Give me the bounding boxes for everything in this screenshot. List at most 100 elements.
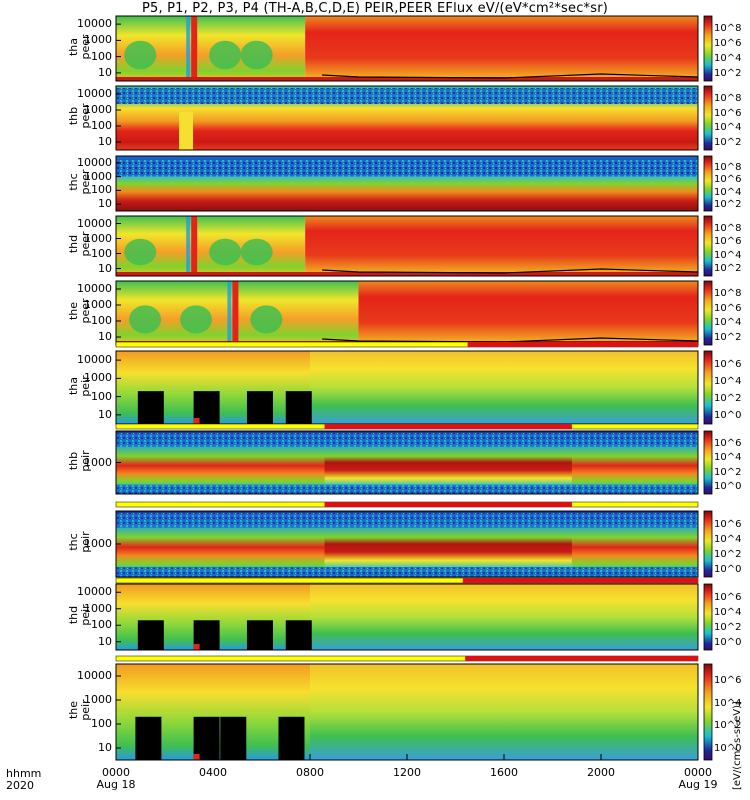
y-tick-label: 1000 [84,231,112,245]
y-tick-label: 1000 [84,537,112,550]
no-count-region-2 [193,716,220,760]
page-title: P5, P1, P2, P3, P4 (TH-A,B,C,D,E) PEIR,P… [141,1,609,16]
no-count-region-4 [285,391,312,424]
y-tick-label: 1000 [84,455,112,469]
y-tick-label: 1000 [84,693,112,706]
colorbar-tick-label: 10^8 [714,288,742,300]
y-tick-label: 10 [98,407,112,421]
low-energy-spot [193,418,200,424]
y-tick-label: 10000 [77,585,112,599]
x-tick-label: 0400 [199,766,227,779]
colorbar-tick-label: 10^4 [714,249,742,261]
injection-spike [191,16,198,81]
quiet-blob-2 [209,238,242,266]
outer-region [310,664,698,760]
y-tick-label: 1000 [84,371,112,385]
colorbar-tick-label: 10^2 [714,392,742,404]
flag-bar-red [462,578,698,583]
colorbar-tick-label: 10^0 [714,563,742,575]
injection-edge [186,16,191,81]
colorbar-tick-label: 10^8 [714,222,742,234]
colorbar-tick-label: 10^0 [714,409,742,421]
colorbar-tick-label: 10^6 [714,675,742,687]
no-count-region-1 [137,620,164,650]
low-energy-floor [116,272,698,276]
colorbar [703,430,713,495]
panel-2 [115,85,713,151]
y-tick-label: 100 [91,183,112,197]
y-tick-label: 100 [91,618,112,632]
storm-region [358,281,698,345]
quiet-blob-3 [250,305,283,334]
dropout [179,111,194,150]
colorbar [703,280,713,346]
panel-frame [115,85,699,151]
y-tick-label: 10 [98,261,112,275]
x-tick-label: 2000 [587,766,615,779]
colorbar-tick-label: 10^4 [714,376,742,388]
quiet-blob-3 [240,238,273,266]
outer-region [310,351,698,424]
colorbar-tick-label: 10^4 [714,452,742,464]
noise-band-low [116,484,698,494]
colorbar-tick-label: 10^4 [714,122,742,134]
low-energy-spot [193,644,200,650]
y-tick-label: 10000 [77,155,112,169]
colorbar [703,350,713,425]
no-count-region-1 [135,716,162,760]
x-tick-label: 0000 [684,766,712,779]
quiet-blob-2 [209,40,242,70]
y-tick-label: 10000 [77,282,112,295]
panel-1 [115,15,713,82]
colorbar-tick-label: 10^6 [714,438,742,450]
panel-frame [115,155,699,212]
colorbar-tick-label: 10^6 [714,38,742,50]
outer-region [310,584,698,650]
injection-edge [186,216,191,276]
colorbar-unit-label: [eV/(cm²-s-sr-eV)] [732,701,743,790]
injection-edge [227,281,232,345]
colorbar-tick-label: 10^8 [714,23,742,35]
colorbar-tick-label: 10^2 [714,198,742,210]
no-count-region-4 [278,716,305,760]
colorbar-tick-label: 10^8 [714,93,742,105]
colorbar-tick-label: 10^2 [714,263,742,275]
colorbar-tick-label: 10^6 [714,518,742,530]
panel-label: thc peir [67,531,92,553]
panel-4 [115,215,713,277]
y-tick-label: 10 [98,330,112,343]
colorbar [703,215,713,277]
injection-spike [191,216,198,276]
year-label: 2020 [6,779,34,792]
date-label: Aug 18 [96,778,136,791]
panel-label: tha peer [67,33,92,60]
spacecraft-potential-line [322,268,699,274]
colorbar-tick-label: 10^6 [714,236,742,248]
panel-label: the peir [67,699,92,721]
y-tick-label: 1000 [84,169,112,183]
flag-bar-red [467,342,698,347]
colorbar-tick-label: 10^4 [714,606,742,618]
quiet-blob-1 [124,40,157,70]
colorbar-tick-label: 10^2 [714,331,742,343]
x-tick-label: 0800 [296,766,324,779]
panel-5 [115,280,713,346]
colorbar-tick-label: 10^4 [714,697,742,709]
panel-8 [115,501,713,578]
panel-3 [115,155,713,212]
y-tick-label: 10000 [77,353,112,367]
date-label: Aug 19 [678,778,718,791]
no-count-region-3 [246,620,273,650]
colorbar-tick-label: 10^0 [714,742,742,754]
colorbar-tick-label: 10^4 [714,533,742,545]
y-tick-label: 100 [91,389,112,403]
colorbar-tick-label: 10^2 [714,67,742,79]
panel-6 [115,341,713,425]
y-tick-label: 10000 [77,17,112,31]
y-tick-label: 1000 [84,103,112,116]
colorbar-tick-label: 10^4 [714,186,742,198]
colorbar [703,15,713,82]
quiet-blob-1 [129,305,162,334]
y-tick-label: 100 [91,717,112,730]
